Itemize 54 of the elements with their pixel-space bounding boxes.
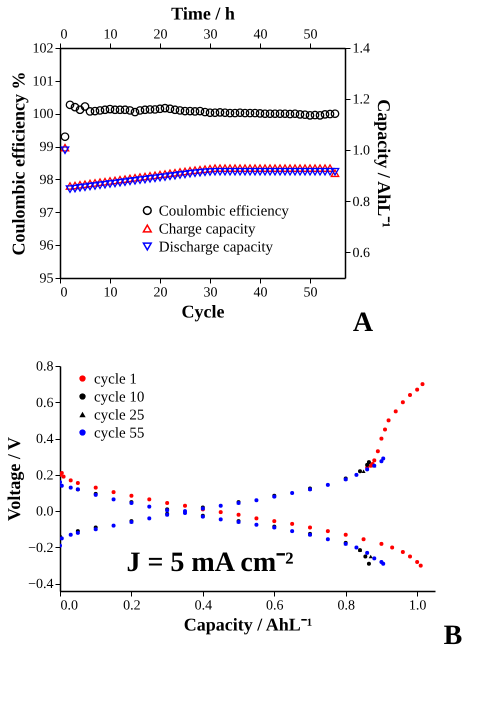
y-tick-label: 96 <box>40 238 54 254</box>
y-tick-label: 97 <box>40 206 54 221</box>
x-tick-label: 1.0 <box>408 598 426 614</box>
x-tick-label: 0.8 <box>337 598 355 614</box>
y2-tick-label: 0.8 <box>352 194 370 210</box>
x-tick-label: 30 <box>204 28 218 42</box>
x2-tick-label: 0 <box>60 286 68 300</box>
text: A <box>352 307 374 338</box>
legend-label: Charge capacity <box>158 222 256 238</box>
x-tick-label: 0 <box>60 28 68 42</box>
y2-tick-label: 1.4 <box>352 42 370 56</box>
x2-tick-label: 50 <box>304 286 318 300</box>
y-tick-label: 0.6 <box>36 396 54 411</box>
legend-label: cycle 10 <box>94 390 144 406</box>
x-tick-label: 0.2 <box>123 598 141 614</box>
legend-label: cycle 25 <box>94 408 144 424</box>
y-tick-label: 102 <box>32 42 54 56</box>
x-tick-label: 0.6 <box>266 598 284 614</box>
legend-label: cycle 55 <box>94 426 144 442</box>
x-tick-label: 40 <box>254 28 268 42</box>
y-tick-label: 98 <box>40 172 54 188</box>
y-tick-label: 0.2 <box>36 468 54 484</box>
y-tick-label: −0.4 <box>28 577 54 592</box>
x2-tick-label: 30 <box>204 286 218 300</box>
legend-label: Coulombic efficiency <box>158 204 290 220</box>
x-tick-label: 0.0 <box>60 598 78 614</box>
x2-tick-label: 10 <box>104 286 118 300</box>
x2-tick-label: 40 <box>254 286 268 300</box>
x-tick-label: 0.4 <box>194 598 212 614</box>
legend-label: Discharge capacity <box>158 240 274 256</box>
x-axis-title: Cycle <box>182 302 224 322</box>
y-tick-label: 0.4 <box>36 432 54 448</box>
y2-tick-label: 1.2 <box>352 92 370 108</box>
y-tick-label: 0.0 <box>36 504 54 520</box>
y2-axis-title: Capacity / AhL⁻¹ <box>374 99 394 228</box>
x-axis-title: Capacity / AhL⁻¹ <box>184 614 312 634</box>
x2-tick-label: 20 <box>154 286 168 300</box>
y-tick-label: 95 <box>40 272 54 286</box>
x-tick-label: 10 <box>104 28 118 42</box>
y-tick-label: −0.2 <box>28 540 54 556</box>
y2-tick-label: 0.6 <box>352 246 370 261</box>
x-tick-label: 20 <box>154 28 168 42</box>
y-axis-title: Coulombic efficiency % <box>8 72 28 256</box>
x2-axis-title: Time / h <box>171 4 235 24</box>
y-axis-title: Voltage / V <box>4 436 24 522</box>
annotation: J = 5 mA cm⁻² <box>126 547 294 578</box>
y-tick-label: 100 <box>32 107 54 122</box>
y-tick-label: 101 <box>32 74 54 90</box>
text: B <box>444 620 462 651</box>
y2-tick-label: 1.0 <box>352 144 370 159</box>
x-tick-label: 50 <box>304 28 318 42</box>
y-tick-label: 0.8 <box>36 360 54 374</box>
y-tick-label: 99 <box>40 140 54 156</box>
legend-label: cycle 1 <box>94 372 137 388</box>
